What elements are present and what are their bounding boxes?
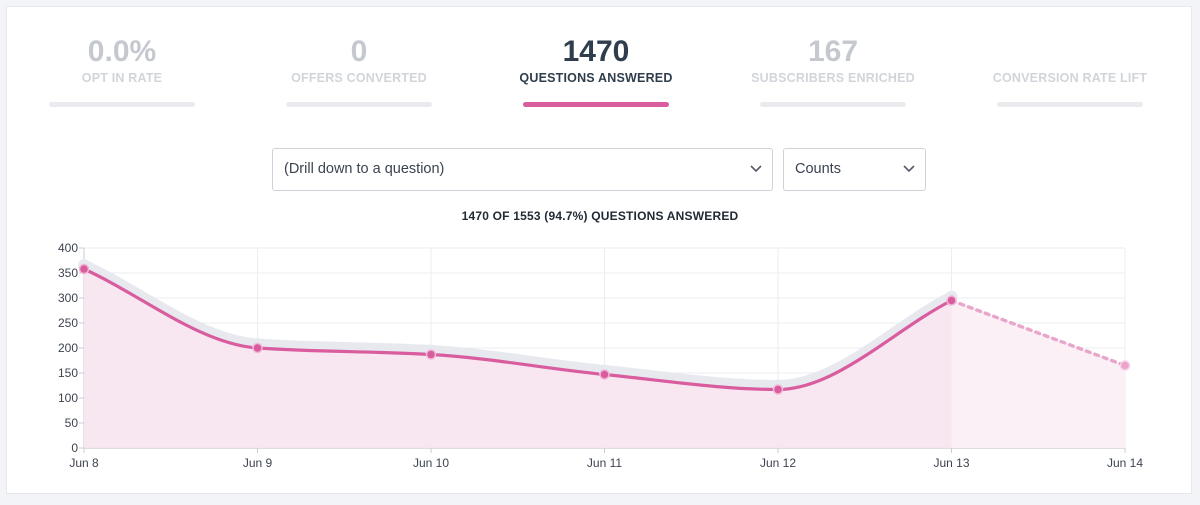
- x-tick-label: Jun 8: [69, 456, 99, 470]
- metric-tab-offers-converted[interactable]: 0 OFFERS CONVERTED: [244, 7, 474, 117]
- series-line: [82, 267, 954, 392]
- x-tick-label: Jun 9: [243, 456, 273, 470]
- chart-title: 1470 OF 1553 (94.7%) QUESTIONS ANSWERED: [461, 209, 739, 223]
- metric-indicator: [49, 102, 195, 107]
- metric-value: 167: [807, 35, 859, 68]
- x-tick-label: Jun 13: [933, 456, 969, 470]
- x-tick-label: Jun 10: [413, 456, 449, 470]
- metric-active-indicator: [523, 102, 669, 107]
- y-tick-label: 150: [58, 366, 78, 380]
- metric-value: 0.0%: [87, 35, 157, 68]
- question-select[interactable]: (Drill down to a question): [272, 148, 773, 191]
- chevron-down-icon: [750, 165, 762, 173]
- metric-indicator: [760, 102, 906, 107]
- series-line-shadow: [79, 259, 956, 389]
- metric-indicator: [286, 102, 432, 107]
- data-point: [772, 384, 784, 395]
- x-tick-label: Jun 12: [760, 456, 796, 470]
- metric-value: 0: [350, 35, 368, 68]
- series-area: [84, 269, 952, 448]
- metrics-row: 0.0% OPT IN RATE 0 OFFERS CONVERTED 1470 QUES…: [7, 7, 1193, 117]
- metric-value: 1470: [562, 35, 630, 68]
- metric-tab-subscribers-enriched[interactable]: 167 SUBSCRIBERS ENRICHED: [718, 7, 948, 117]
- data-point: [946, 295, 957, 306]
- y-tick-label: 300: [58, 291, 78, 305]
- metric-label: OFFERS CONVERTED: [291, 71, 427, 85]
- question-select-value: (Drill down to a question): [284, 161, 445, 177]
- x-tick-label: Jun 14: [1107, 456, 1143, 470]
- data-point: [425, 349, 437, 360]
- metric-label: SUBSCRIBERS ENRICHED: [751, 71, 915, 85]
- mode-select-value: Counts: [795, 161, 841, 177]
- y-tick-label: 400: [58, 241, 78, 255]
- metric-tab-questions-answered[interactable]: 1470 QUESTIONS ANSWERED: [481, 7, 711, 117]
- x-tick-label: Jun 11: [587, 456, 622, 470]
- metric-indicator: [997, 102, 1143, 107]
- y-tick-label: 0: [71, 441, 78, 455]
- y-tick-label: 250: [58, 316, 78, 330]
- metric-tab-opt-in-rate[interactable]: 0.0% OPT IN RATE: [7, 7, 237, 117]
- metric-label: QUESTIONS ANSWERED: [519, 71, 673, 85]
- data-point: [78, 263, 90, 275]
- projected-area: [951, 300, 1125, 448]
- y-tick-label: 50: [65, 416, 79, 430]
- data-point: [1119, 360, 1131, 371]
- chevron-down-icon: [903, 165, 915, 173]
- metric-label: OPT IN RATE: [81, 71, 163, 85]
- metric-tab-conversion-rate-lift[interactable]: CONVERSION RATE LIFT: [955, 7, 1185, 117]
- projection-line: [949, 298, 1127, 368]
- mode-select[interactable]: Counts: [783, 148, 926, 191]
- y-tick-label: 200: [58, 341, 78, 355]
- y-tick-label: 100: [58, 391, 78, 405]
- dashboard-card: 0.0% OPT IN RATE 0 OFFERS CONVERTED 1470 QUES…: [6, 6, 1192, 494]
- y-tick-label: 350: [58, 266, 78, 280]
- line-chart: 0 50 100 150 200 250 300 350 400 Jun 8 Jun 9 Jun 10…: [58, 241, 1143, 470]
- metric-label: CONVERSION RATE LIFT: [992, 71, 1148, 85]
- data-point: [599, 369, 610, 380]
- data-point: [252, 342, 263, 354]
